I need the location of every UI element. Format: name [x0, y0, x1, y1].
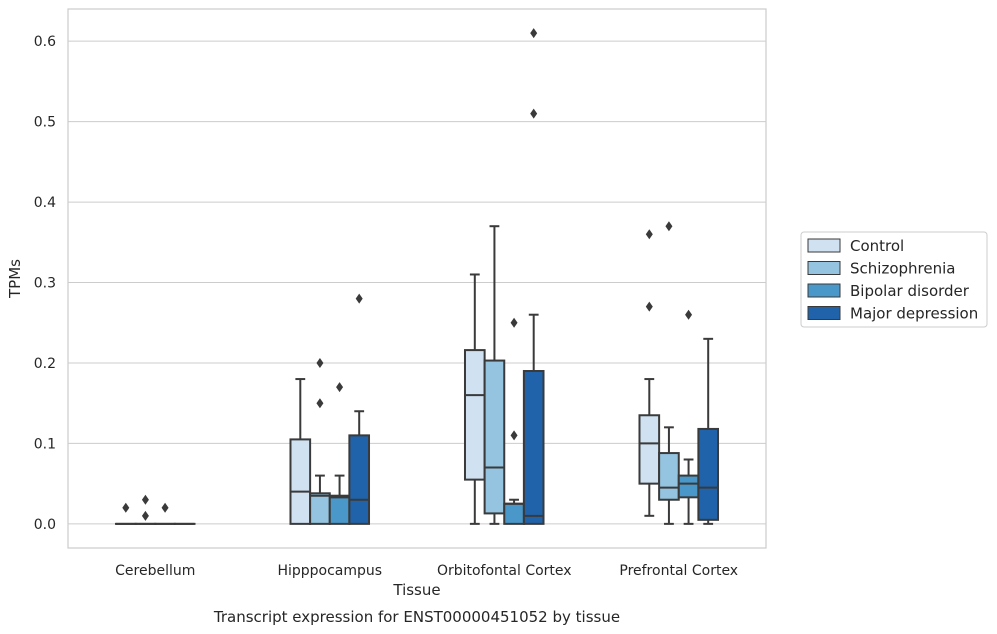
x-tick-label: Orbitofontal Cortex [437, 563, 572, 579]
box-major-depression [522, 28, 545, 525]
plot-frame [67, 8, 767, 549]
box-bipolar-disorder [154, 502, 176, 525]
grid-lines [68, 40, 766, 525]
box-body [522, 370, 545, 525]
box-control [289, 378, 312, 525]
outlier-point [645, 301, 653, 312]
legend-frame [800, 231, 988, 328]
box-major-depression [697, 337, 720, 525]
box-body [638, 414, 661, 485]
legend-label: Bipolar disorder [850, 282, 970, 300]
box-series [114, 28, 720, 525]
y-tick-label: 0.0 [34, 517, 56, 533]
y-tick-label: 0.6 [34, 34, 56, 50]
legend-swatch [807, 283, 841, 298]
y-axis-ticks: 0.0 0.1 0.2 0.3 0.4 0.5 0.6 [34, 34, 56, 533]
box-major-depression [348, 293, 371, 525]
box-body [463, 349, 486, 481]
outlier-point [510, 317, 518, 328]
y-tick-label: 0.3 [34, 276, 56, 292]
y-axis-title: TPMs [6, 259, 24, 299]
legend-label: Schizophrenia [850, 260, 955, 278]
outlier-point [510, 430, 518, 441]
legend-swatch [807, 261, 841, 275]
legend-swatch [807, 238, 841, 253]
y-tick-label: 0.5 [34, 115, 56, 131]
outlier-point [685, 309, 693, 320]
outlier-point [336, 382, 344, 393]
box-schizophrenia [309, 357, 331, 525]
outlier-point [141, 494, 149, 505]
box-control [463, 273, 486, 525]
outlier-point [122, 502, 130, 513]
box-body [658, 452, 680, 501]
box-schizophrenia [483, 225, 506, 525]
chart-caption: Transcript expression for ENST0000045105… [213, 608, 620, 626]
outlier-point [530, 108, 538, 119]
box-bipolar-disorder [328, 382, 351, 525]
y-tick-label: 0.2 [34, 356, 56, 372]
box-body [289, 438, 312, 525]
box-schizophrenia [134, 494, 157, 525]
legend: Control Schizophrenia Bipolar disorder Majo… [800, 231, 988, 328]
outlier-point [665, 221, 673, 232]
legend-label: Control [850, 237, 904, 255]
box-body [503, 502, 525, 525]
box-body [483, 359, 506, 515]
y-tick-label: 0.4 [34, 195, 56, 211]
box-body [309, 492, 331, 525]
outlier-point [141, 510, 149, 521]
x-axis-title: Tissue [392, 581, 440, 599]
box-bipolar-disorder [503, 317, 525, 525]
x-tick-label: Hipppocampus [277, 563, 382, 579]
box-body [348, 434, 371, 525]
legend-swatch [807, 306, 841, 320]
outlier-point [530, 28, 538, 39]
legend-label: Major depression [850, 305, 978, 323]
box-bipolar-disorder [677, 309, 700, 525]
box-body [677, 474, 700, 499]
box-schizophrenia [658, 221, 680, 525]
x-tick-label: Prefrontal Cortex [619, 563, 738, 579]
outlier-point [355, 293, 363, 304]
outlier-point [161, 502, 169, 513]
box-control [638, 229, 661, 517]
outlier-point [316, 357, 324, 368]
box-body [328, 494, 351, 525]
y-tick-label: 0.1 [34, 436, 56, 452]
outlier-point [645, 229, 653, 240]
box-control [114, 502, 137, 525]
x-tick-label: Cerebellum [115, 563, 195, 579]
box-body [697, 427, 720, 521]
outlier-point [316, 398, 324, 409]
x-axis-ticks: Cerebellum Hipppocampus Orbitofontal Corte… [115, 563, 738, 579]
